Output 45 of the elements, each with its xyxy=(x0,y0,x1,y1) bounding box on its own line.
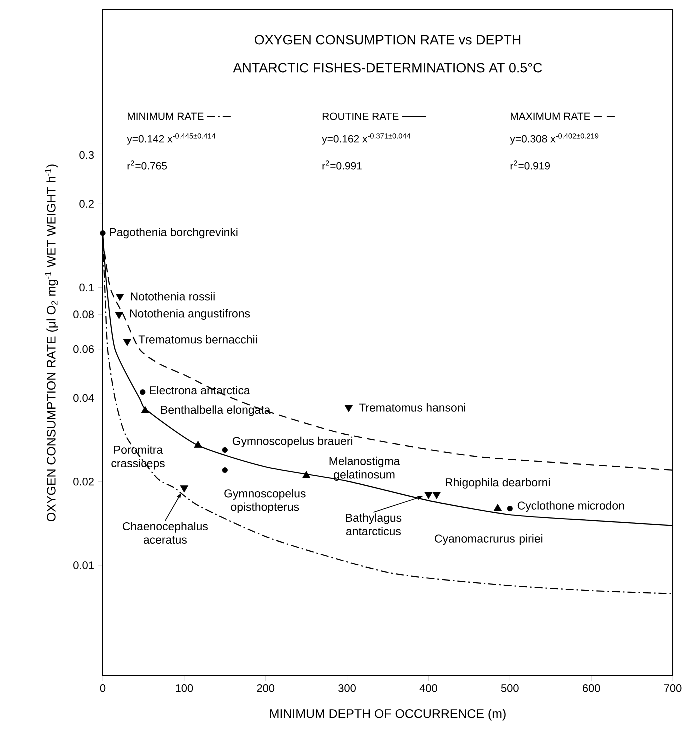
x-tick-label: 400 xyxy=(420,684,438,692)
annotation: Gymnoscopelus braueri xyxy=(232,436,353,448)
annotation: Pagothenia borchgrevinki xyxy=(110,228,238,239)
x-tick-label: 200 xyxy=(257,684,275,692)
annotation: Melanostigma gelatinosum xyxy=(330,456,400,482)
legend-label: MAXIMUM RATE xyxy=(511,112,590,120)
annotation: y=0.162 x$^{-0.371±0.044}$ xyxy=(322,134,411,145)
y-tick-label: 0.02 xyxy=(74,478,94,486)
legend-label: ROUTINE RATE xyxy=(322,112,399,120)
y-tick-label: 0.04 xyxy=(74,394,94,402)
annotation: Electrona antarctica xyxy=(150,386,250,395)
y-axis-title: OXYGEN CONSUMPTION RATE (μl O$_{2}$ mg$^{-1}$ WET WEIGHT h$^{-1}$) xyxy=(45,164,58,522)
x-tick-label: 0 xyxy=(100,684,106,692)
y-tick-label: 0.2 xyxy=(80,200,94,208)
x-axis-title: MINIMUM DEPTH OF OCCURRENCE (m) xyxy=(270,709,506,721)
annotation: y=0.308 x$^{-0.402±0.219}$ xyxy=(510,134,599,145)
y-tick-label: 0.01 xyxy=(74,562,94,570)
text: OXYGEN CONSUMPTION RATE vs DEPTH xyxy=(255,35,521,45)
y-tick-label: 0.08 xyxy=(74,310,94,319)
y-tick-label: 0.3 xyxy=(80,151,94,160)
x-tick-label: 500 xyxy=(501,684,519,692)
annotation: Benthalbella elongata xyxy=(161,406,271,416)
annotation: Gymnoscopelus opisthopterus xyxy=(224,489,306,514)
annotation: Notothenia angustifrons xyxy=(130,309,250,320)
y-tick-label: 0.1 xyxy=(80,284,94,292)
annotation: r$^{2}$=0.919 xyxy=(510,160,550,170)
annotation: Chaenocephalus aceratus xyxy=(123,522,208,544)
annotation: Bathylagus antarcticus xyxy=(346,514,402,536)
x-tick-label: 100 xyxy=(176,684,194,692)
legend-label: MINIMUM RATE xyxy=(128,112,204,120)
annotation: r$^{2}$=0.991 xyxy=(322,160,362,170)
annotation: Trematomus bernacchii xyxy=(138,335,258,344)
annotation: Notothenia rossii xyxy=(131,292,215,301)
annotation: Cyanomacrurus piriei xyxy=(435,534,543,546)
text: ANTARCTIC FISHES-DETERMINATIONS AT 0.5°C xyxy=(233,63,542,73)
annotation: Rhigophila dearborni xyxy=(446,478,550,489)
annotation: Cyclothone microdon xyxy=(518,501,624,512)
x-tick-label: 700 xyxy=(664,684,682,692)
x-tick-label: 300 xyxy=(338,684,356,692)
annotation: r$^{2}$=0.765 xyxy=(128,160,168,170)
annotation: y=0.142 x$^{-0.445±0.414}$ xyxy=(127,134,216,145)
annotation: Trematomus hansoni xyxy=(359,403,466,412)
x-tick-label: 600 xyxy=(582,684,600,692)
annotation: Poromitra crassiceps xyxy=(112,446,165,470)
y-tick-label: 0.06 xyxy=(74,345,94,354)
